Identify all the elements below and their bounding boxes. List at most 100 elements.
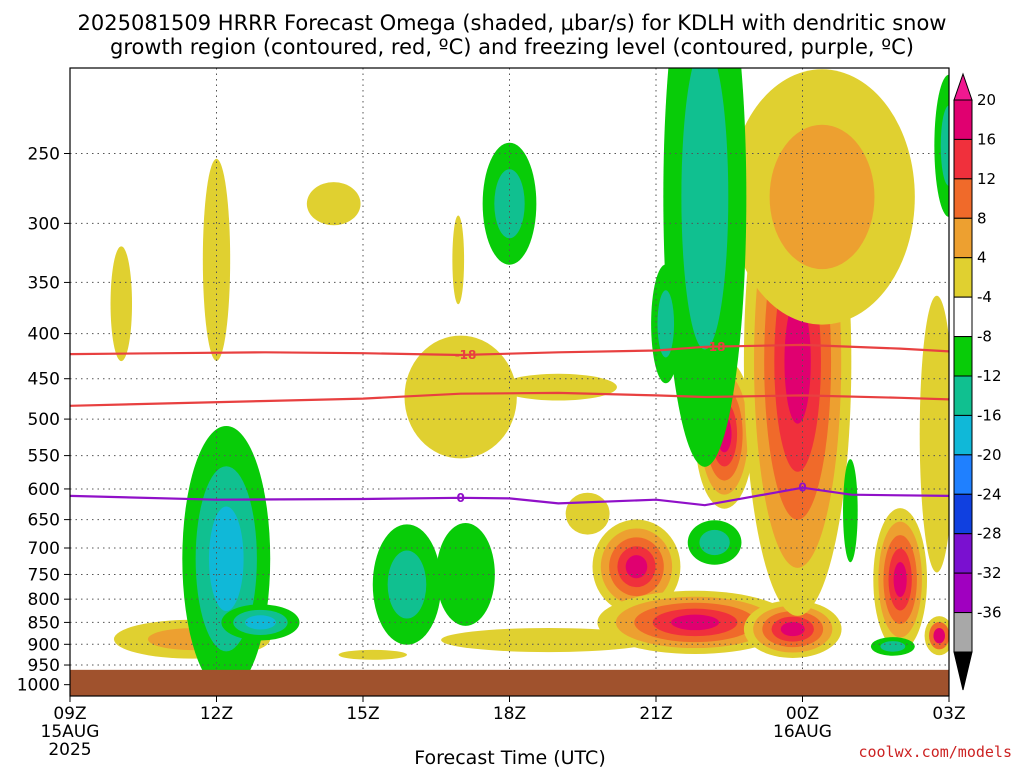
colorbar-label: -12 xyxy=(977,367,1002,385)
omega-region-positive xyxy=(597,590,793,655)
colorbar-label: 8 xyxy=(977,209,987,227)
omega-level-1 xyxy=(452,215,465,305)
y-tick-label: 350 xyxy=(28,273,60,293)
omega-region-positive xyxy=(306,182,361,226)
omega-level-2 xyxy=(494,169,525,239)
omega-level-1 xyxy=(441,627,656,653)
colorbar-swatch xyxy=(953,533,973,574)
contour-line xyxy=(70,486,949,507)
omega-level-3 xyxy=(933,627,946,644)
chart-title-line-2: growth region (contoured, red, ºC) and f… xyxy=(110,35,914,59)
omega-region-negative xyxy=(651,264,681,384)
x-tick-label: 18Z xyxy=(493,704,526,724)
y-tick-label: 300 xyxy=(28,214,60,234)
colorbar: 20 16 12 8 4 -4 -8 -12 -16 -20 -24 -28 -32 -36 xyxy=(953,72,1002,691)
colorbar-bottom-arrow xyxy=(953,651,973,691)
x-axis-label: Forecast Time (UTC) xyxy=(414,747,605,768)
x-tick-label: 09Z xyxy=(53,704,86,724)
omega-level-1 xyxy=(843,459,858,563)
omega-region-negative xyxy=(221,604,300,641)
surface-ground-band xyxy=(70,669,949,696)
colorbar-label: 4 xyxy=(977,249,987,267)
omega-region-negative xyxy=(436,523,495,626)
omega-level-1 xyxy=(919,295,949,573)
x-tick-sublabel: 15AUG xyxy=(41,722,100,742)
omega-region-positive xyxy=(743,600,842,658)
colorbar-swatch xyxy=(953,217,973,259)
y-tick-label: 800 xyxy=(28,590,60,610)
colorbar-label: -36 xyxy=(977,604,1002,622)
omega-region-positive xyxy=(919,295,949,573)
y-tick-label: 450 xyxy=(28,370,60,390)
omega-level-2 xyxy=(657,290,675,358)
omega-level-5 xyxy=(784,298,811,424)
omega-level-5 xyxy=(625,555,648,579)
omega-region-negative xyxy=(843,459,858,563)
x-tick-label: 00Z xyxy=(786,704,819,724)
colorbar-label: -8 xyxy=(977,328,992,346)
colorbar-label: -24 xyxy=(977,485,1002,503)
omega-level-2 xyxy=(699,529,730,556)
omega-level-3 xyxy=(245,615,276,630)
contour-label: 0 xyxy=(798,481,806,495)
omega-level-1 xyxy=(404,335,517,459)
temperature-contours: -18 -18 0 0 xyxy=(70,340,949,507)
omega-region-negative xyxy=(870,637,915,656)
colorbar-swatch xyxy=(953,296,973,338)
colorbar-swatch xyxy=(953,257,973,298)
colorbar-swatch xyxy=(953,454,973,495)
colorbar-label: 16 xyxy=(977,130,996,148)
y-tick-label: 600 xyxy=(28,480,60,500)
omega-region-positive xyxy=(729,69,915,325)
omega-level-5 xyxy=(893,562,907,598)
colorbar-label: -28 xyxy=(977,525,1002,543)
omega-level-1 xyxy=(338,649,407,660)
ground-band xyxy=(70,669,949,696)
y-tick-label: 850 xyxy=(28,613,60,633)
credit-text: coolwx.com/models xyxy=(858,743,1012,761)
omega-level-3 xyxy=(208,506,244,612)
y-tick-label: 250 xyxy=(28,144,60,164)
y-tick-label: 700 xyxy=(28,539,60,559)
omega-region-positive xyxy=(202,158,231,361)
contour-label: -18 xyxy=(704,340,726,354)
colorbar-swatch xyxy=(953,493,973,535)
omega-level-2 xyxy=(681,68,729,350)
omega-region-negative xyxy=(687,520,742,565)
omega-region-positive xyxy=(110,246,133,362)
x-tick-sublabel: 16AUG xyxy=(773,722,832,742)
y-tick-label: 500 xyxy=(28,410,60,430)
omega-level-2 xyxy=(769,124,875,270)
colorbar-label: -32 xyxy=(977,564,1002,582)
omega-region-positive xyxy=(499,373,617,401)
y-tick-label: 650 xyxy=(28,511,60,531)
omega-region-negative xyxy=(182,426,271,692)
colorbar-swatch xyxy=(953,178,973,219)
contour-label: 0 xyxy=(456,491,464,505)
x-tick-label: 12Z xyxy=(200,704,233,724)
x-tick-label: 21Z xyxy=(639,704,672,724)
contour-line xyxy=(70,343,949,357)
colorbar-swatch xyxy=(953,99,973,140)
colorbar-swatch xyxy=(953,138,973,180)
omega-level-2 xyxy=(880,641,906,652)
omega-region-negative xyxy=(663,68,747,467)
omega-region-positive xyxy=(924,616,949,656)
omega-level-1 xyxy=(436,523,495,626)
omega-level-1 xyxy=(110,246,133,362)
colorbar-swatch xyxy=(953,375,973,416)
colorbar-label: -4 xyxy=(977,288,992,306)
omega-region-positive xyxy=(592,519,681,614)
omega-level-1 xyxy=(306,182,361,226)
x-tick-label: 03Z xyxy=(932,704,965,724)
omega-level-5 xyxy=(671,614,720,631)
colorbar-swatch xyxy=(953,336,973,377)
colorbar-swatch xyxy=(953,612,973,653)
omega-region-negative xyxy=(934,74,949,217)
colorbar-label: 12 xyxy=(977,170,996,188)
colorbar-top-arrow xyxy=(953,72,973,101)
colorbar-swatch xyxy=(953,572,973,614)
colorbar-label: 20 xyxy=(977,91,996,109)
